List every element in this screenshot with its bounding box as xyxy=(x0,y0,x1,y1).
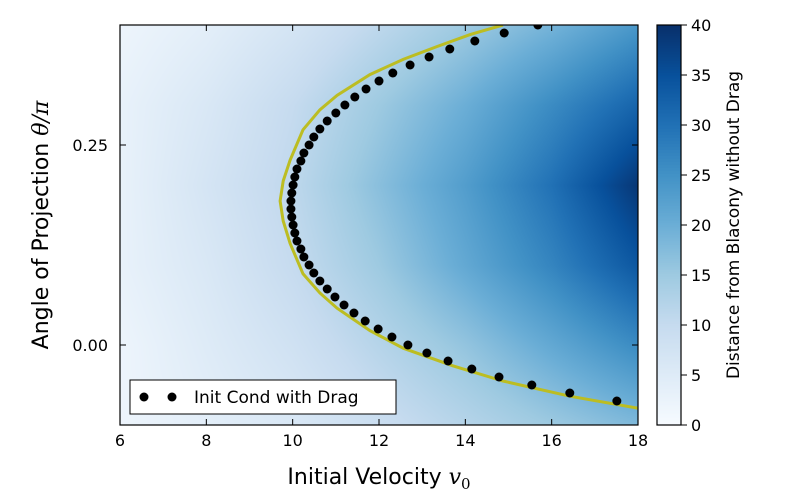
data-point xyxy=(387,332,397,342)
x-tick-label: 14 xyxy=(455,431,475,450)
data-point xyxy=(403,340,413,350)
legend-marker xyxy=(139,392,149,402)
data-point xyxy=(374,76,384,86)
data-point xyxy=(322,116,332,126)
data-point xyxy=(296,244,306,254)
colorbar-gradient xyxy=(657,25,681,425)
data-point xyxy=(288,180,298,190)
colorbar-tick-label: 5 xyxy=(691,366,701,385)
y-axis: 0.00 0.25 xyxy=(72,136,638,355)
legend-label: Init Cond with Drag xyxy=(194,388,359,408)
data-point xyxy=(422,348,432,358)
data-point xyxy=(361,84,371,94)
data-point xyxy=(443,356,453,366)
x-axis: 6 8 10 12 14 16 18 xyxy=(115,25,648,450)
data-point xyxy=(331,108,341,118)
data-point xyxy=(373,324,383,334)
data-point xyxy=(315,124,325,134)
data-point xyxy=(349,308,359,318)
data-point xyxy=(286,196,296,206)
colorbar-tick-label: 25 xyxy=(691,166,711,185)
data-point xyxy=(296,156,306,166)
data-point xyxy=(304,140,314,150)
colorbar-frame xyxy=(656,24,682,426)
data-point xyxy=(424,52,434,62)
drag-points xyxy=(286,25,622,406)
data-point xyxy=(286,204,296,214)
y-tick-label: 0.00 xyxy=(72,336,108,355)
colorbar-tick-label: 20 xyxy=(691,216,711,235)
colorbar-tick-label: 0 xyxy=(691,416,701,435)
data-point xyxy=(322,284,332,294)
colorbar-axis: 0 5 10 15 20 25 30 35 40 xyxy=(681,16,711,435)
data-point xyxy=(565,388,575,398)
data-point xyxy=(499,28,509,38)
colorbar-tick-label: 10 xyxy=(691,316,711,335)
data-point xyxy=(470,36,480,46)
x-tick-label: 12 xyxy=(369,431,389,450)
data-point xyxy=(290,228,300,238)
data-point xyxy=(533,25,543,30)
data-point xyxy=(299,252,309,262)
data-point xyxy=(445,44,455,54)
data-point xyxy=(340,100,350,110)
data-point xyxy=(388,68,398,78)
x-tick-label: 10 xyxy=(282,431,302,450)
no-drag-curve xyxy=(278,25,638,410)
colorbar-label: Distance from Blacony without Drag xyxy=(724,71,744,379)
data-point xyxy=(467,364,477,374)
plot-marks xyxy=(278,25,638,410)
data-point xyxy=(350,92,360,102)
data-point xyxy=(494,372,504,382)
y-tick-label: 0.25 xyxy=(72,136,108,155)
x-tick-label: 16 xyxy=(541,431,561,450)
data-point xyxy=(292,164,302,174)
x-tick-label: 6 xyxy=(115,431,125,450)
x-axis-label: Initial Velocity v0 xyxy=(287,465,470,493)
heatmap xyxy=(120,25,638,425)
y-axis-label: Angle of Projection θ/π xyxy=(29,100,54,349)
legend: Init Cond with Drag xyxy=(129,379,397,415)
data-point xyxy=(287,212,297,222)
data-point xyxy=(287,188,297,198)
data-point xyxy=(288,220,298,230)
data-point xyxy=(405,60,415,70)
data-point xyxy=(292,236,302,246)
colorbar-tick-label: 30 xyxy=(691,116,711,135)
data-point xyxy=(330,292,340,302)
x-tick-label: 8 xyxy=(201,431,211,450)
legend-marker xyxy=(167,392,177,402)
x-tick-label: 18 xyxy=(628,431,648,450)
data-point xyxy=(612,396,622,406)
data-point xyxy=(304,260,314,270)
colorbar-tick-label: 35 xyxy=(691,66,711,85)
data-point xyxy=(290,172,300,182)
data-point xyxy=(299,148,309,158)
data-point xyxy=(309,268,319,278)
data-point xyxy=(360,316,370,326)
colorbar-tick-label: 40 xyxy=(691,16,711,35)
colorbar-tick-label: 15 xyxy=(691,266,711,285)
data-point xyxy=(309,132,319,142)
data-point xyxy=(339,300,349,310)
data-point xyxy=(315,276,325,286)
data-point xyxy=(527,380,537,390)
